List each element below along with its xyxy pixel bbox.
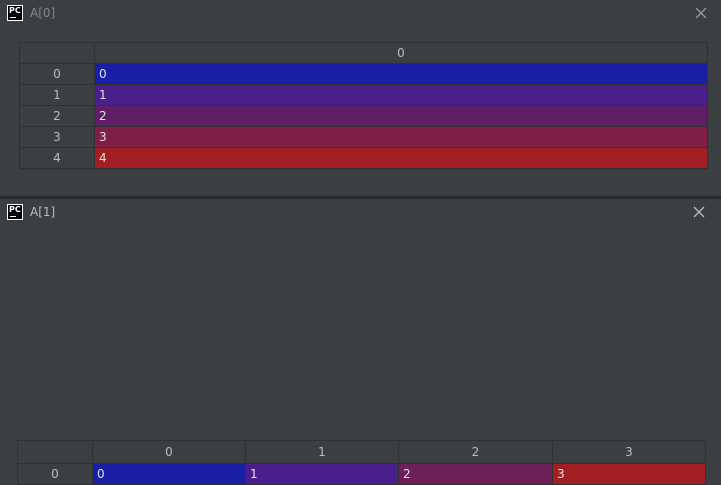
table-cell[interactable]: 1	[94, 84, 708, 106]
corner-header	[17, 440, 93, 464]
row-header[interactable]: 2	[19, 105, 95, 127]
title-bar: PC A[0]	[0, 0, 721, 28]
row-header[interactable]: 1	[19, 84, 95, 106]
pycharm-icon: PC	[7, 5, 23, 21]
table-cell[interactable]: 1	[245, 463, 399, 485]
table-cell[interactable]: 3	[94, 126, 708, 148]
column-header[interactable]: 0	[92, 440, 246, 464]
table-cell[interactable]: 2	[398, 463, 553, 485]
column-header[interactable]: 1	[245, 440, 399, 464]
column-header[interactable]: 3	[552, 440, 706, 464]
table-cell[interactable]: 0	[92, 463, 246, 485]
window-title: A[0]	[30, 6, 56, 20]
row-header[interactable]: 4	[19, 147, 95, 169]
app-icon-text: PC	[9, 205, 21, 214]
close-icon[interactable]	[692, 205, 706, 219]
row-header[interactable]: 0	[17, 463, 93, 485]
window-title: A[1]	[30, 205, 56, 219]
row-header[interactable]: 0	[19, 63, 95, 85]
column-header[interactable]: 0	[94, 42, 708, 64]
table-cell[interactable]: 0	[94, 63, 708, 85]
app-icon-text: PC	[9, 6, 21, 15]
row-header[interactable]: 3	[19, 126, 95, 148]
title-bar: PC A[1]	[0, 199, 721, 227]
table-cell[interactable]: 4	[94, 147, 708, 169]
close-icon[interactable]	[694, 6, 708, 20]
pycharm-icon: PC	[7, 204, 23, 220]
table-cell[interactable]: 3	[552, 463, 706, 485]
table-cell[interactable]: 2	[94, 105, 708, 127]
column-header[interactable]: 2	[398, 440, 553, 464]
corner-header	[19, 42, 95, 64]
window-divider[interactable]	[0, 196, 721, 199]
